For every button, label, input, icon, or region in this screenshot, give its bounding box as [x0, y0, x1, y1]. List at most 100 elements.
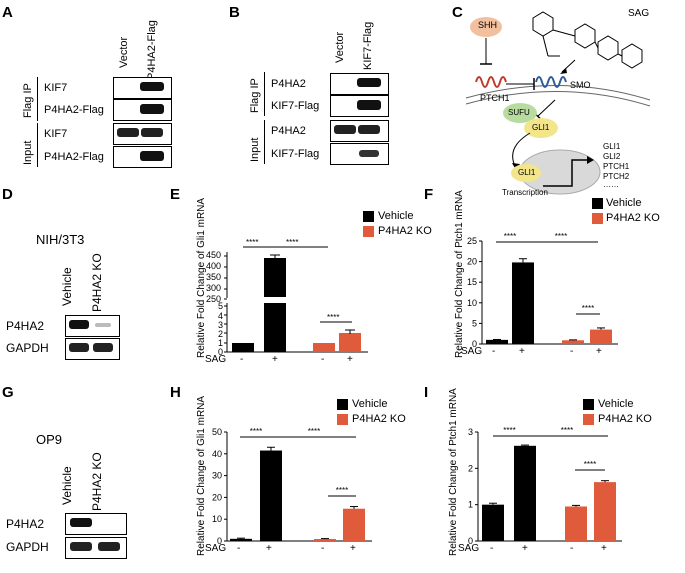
tick-label: 10 — [467, 298, 477, 308]
tick-label: 20 — [212, 492, 222, 502]
blot-d-row-label: GAPDH — [6, 341, 49, 355]
sag-sign: - — [570, 346, 574, 357]
legend-label-vehicle: Vehicle — [352, 398, 388, 410]
bar — [590, 329, 612, 344]
diagram-target: PTCH2 — [603, 172, 630, 181]
sag-sign: + — [272, 354, 278, 365]
legend-label-ko: P4HA2 KO — [378, 225, 432, 237]
tick-label: 2 — [218, 329, 224, 339]
tick-label: 40 — [212, 449, 222, 459]
tick-label: 3 — [218, 320, 224, 330]
sig-marker: **** — [336, 486, 348, 495]
sig-marker: **** — [250, 427, 262, 436]
tick-label: 5 — [218, 301, 224, 311]
blot-g-row-label: P4HA2 — [6, 517, 45, 531]
legend-label-vehicle: Vehicle — [378, 210, 414, 222]
tick-label: 1 — [218, 338, 224, 348]
tick-label: 250 — [206, 294, 222, 304]
bar-e-ko-sag-minus — [313, 343, 335, 352]
tick-label: 0 — [218, 347, 224, 357]
tick-label: 300 — [206, 283, 222, 293]
tick-label: 4 — [218, 311, 224, 321]
blot-d-cell-line: NIH/3T3 — [36, 232, 85, 247]
sag-label: SAG — [205, 543, 227, 554]
bar — [514, 445, 536, 541]
diagram-shh: SHH — [478, 20, 498, 30]
diagram-target: …… — [603, 180, 619, 189]
tick-label: 20 — [467, 257, 477, 267]
legend-swatch-ko — [363, 226, 374, 237]
legend-swatch-ko — [592, 213, 603, 224]
tick-label: 25 — [467, 236, 477, 246]
panel-label-e: E — [170, 186, 181, 203]
legend-swatch-vehicle — [337, 399, 348, 410]
diagram-gli1: GLI1 — [532, 123, 550, 132]
sag-sign: - — [490, 543, 494, 554]
sig-marker: **** — [246, 238, 259, 247]
sag-sign: + — [522, 543, 528, 554]
sag-label: SAG — [458, 543, 480, 554]
sag-sign: - — [321, 354, 325, 365]
sag-sign: + — [519, 346, 525, 357]
diagram-transcription: Transcription — [502, 188, 548, 197]
sig-marker: **** — [504, 232, 516, 241]
tick-label: 15 — [467, 277, 477, 287]
blot-a-row-label: KIF7 — [44, 128, 68, 140]
tick-label: 50 — [212, 427, 222, 437]
sig-marker: **** — [327, 313, 340, 322]
sag-sign: - — [492, 346, 496, 357]
panel-label-b: B — [229, 4, 240, 21]
sig-marker: **** — [503, 426, 515, 435]
diagram-target: PTCH1 — [603, 162, 630, 171]
diagram-target: GLI1 — [603, 142, 621, 151]
bar — [260, 450, 282, 541]
bar-e-vehicle-sag-minus — [232, 343, 254, 352]
tick-label: 400 — [206, 261, 222, 271]
sag-sign: - — [240, 354, 244, 365]
sig-marker: **** — [555, 232, 567, 241]
tick-label: 2 — [468, 463, 473, 473]
legend-label-vehicle: Vehicle — [606, 197, 642, 209]
tick-label: 0 — [468, 536, 473, 546]
bar — [230, 538, 252, 541]
tick-label: 10 — [212, 514, 222, 524]
legend-label-ko: P4HA2 KO — [598, 413, 652, 425]
tick-label: 5 — [472, 318, 477, 328]
sag-label: SAG — [205, 354, 227, 365]
diagram-smo: SMO — [570, 80, 591, 90]
bar — [343, 508, 365, 541]
sig-marker: **** — [561, 426, 573, 435]
tick-label: 0 — [217, 536, 222, 546]
legend-swatch-ko — [337, 414, 348, 425]
blot-a-row-label: P4HA2-Flag — [44, 104, 104, 116]
blot-b-row-label: KIF7-Flag — [271, 148, 320, 160]
bar — [565, 506, 587, 541]
legend-label-ko: P4HA2 KO — [352, 413, 406, 425]
legend-label-vehicle: Vehicle — [598, 398, 634, 410]
bar — [482, 504, 504, 541]
sag-sign: - — [321, 543, 325, 554]
panel-label-d: D — [2, 186, 13, 203]
diagram-gli1-nucleus: GLI1 — [518, 168, 536, 177]
blot-a-row-label: KIF7 — [44, 82, 68, 94]
sig-marker: **** — [286, 238, 299, 247]
sag-label: SAG — [461, 346, 483, 357]
sag-sign: + — [350, 543, 356, 554]
bar — [486, 339, 508, 344]
blot-g-cell-line: OP9 — [36, 432, 63, 447]
blot-a-row-label: P4HA2-Flag — [44, 151, 104, 163]
sag-sign: + — [347, 354, 353, 365]
sig-marker: **** — [582, 304, 594, 313]
tick-label: 1 — [468, 500, 473, 510]
sag-sign: + — [596, 346, 602, 357]
legend-label-ko: P4HA2 KO — [606, 212, 660, 224]
blot-b-row-label: P4HA2 — [271, 125, 306, 137]
legend-swatch-ko — [583, 414, 594, 425]
panel-label-f: F — [424, 186, 434, 203]
